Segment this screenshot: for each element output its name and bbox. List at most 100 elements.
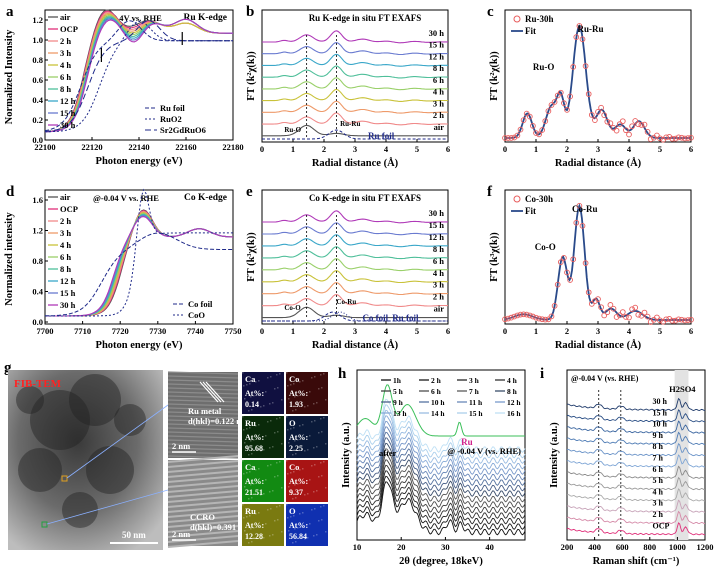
roi-link	[46, 489, 169, 525]
panel-h-ylabel: Intensity (a.u.)	[341, 422, 352, 488]
panel-i-ylabel: Intensity (a.u.)	[549, 422, 560, 488]
panel-c-data-point	[607, 120, 614, 127]
panel-e-xtick-label: 0	[260, 326, 264, 336]
panel-g-scale: 50 nm	[122, 530, 146, 540]
eds-dot	[302, 468, 304, 470]
panel-c-data-point	[554, 92, 561, 99]
panel-f-data-point	[669, 317, 676, 324]
panel-a-ytick-label: 1.2	[32, 15, 43, 25]
panel-a-letter: a	[6, 4, 14, 20]
eds-dot	[287, 473, 289, 475]
eds-element: Co	[289, 374, 299, 384]
panel-f-data-point	[588, 301, 595, 307]
panel-b-xlabel: Radial distance (Å)	[312, 157, 399, 169]
panel-f-data-point	[623, 314, 629, 320]
panel-c-xtick-label: 5	[658, 144, 662, 154]
panel-c-data-point	[601, 112, 608, 118]
panel-d-ytick-label: 1.2	[32, 226, 43, 236]
panel-f-data-point	[644, 313, 651, 320]
panel-h-legend-8: 9 h	[393, 398, 404, 407]
panel-e-reference-1	[262, 311, 448, 322]
eds-dot	[249, 427, 251, 429]
panel-e-xtick-label: 2	[322, 326, 326, 336]
panel-i-xtick-label: 800	[643, 542, 656, 552]
panel-f-data-point	[533, 314, 539, 321]
panel-i-h2so4: H2SO4	[669, 384, 696, 394]
panel-d-legend-7: 12 h	[60, 276, 76, 286]
panel-b-trace-label-5: 4 h	[433, 87, 444, 97]
panel-i-xlabel: Raman shift (cm⁻¹)	[593, 556, 680, 567]
eds-dot	[248, 454, 250, 456]
lattice-fringe	[167, 535, 239, 543]
panel-f-data-point	[511, 313, 518, 320]
eds-dot	[251, 453, 253, 455]
panel-f-data-point	[685, 317, 691, 323]
eds-dot	[279, 373, 281, 375]
panel-a-xtick-label: 22120	[81, 142, 102, 152]
eds-dot	[244, 442, 246, 444]
panel-d-xlabel: Photon energy (eV)	[96, 340, 183, 351]
eds-dot	[272, 490, 274, 492]
panel-f-data-point	[505, 315, 511, 322]
panel-f-data-point	[536, 315, 542, 322]
panel-e-trace-4	[262, 258, 448, 272]
eds-dot	[290, 472, 292, 474]
eds-dot	[277, 387, 279, 389]
panel-a-legend-5: 6 h	[60, 72, 71, 82]
eds-value: 1.93	[289, 400, 303, 409]
panel-f-label-0: Co-O	[535, 242, 556, 252]
eds-dot	[253, 483, 255, 485]
panel-e-title: Co K-edge in situ FT EXAFS	[309, 193, 421, 203]
eds-dot	[279, 461, 281, 463]
eds-map-bottom-1	[286, 460, 328, 502]
panel-c-data-point	[669, 135, 676, 142]
eds-dot	[292, 454, 294, 456]
eds-dot	[287, 385, 289, 387]
panel-c-label-0: Ru-O	[533, 62, 555, 72]
legend-swatch	[513, 15, 521, 23]
eds-dot	[290, 384, 292, 386]
panel-a-ytick-label: 0.8	[32, 55, 43, 65]
panel-c-data-point	[561, 100, 567, 106]
panel-h-legend-4: 5 h	[393, 387, 404, 396]
panel-f-xtick-label: 0	[503, 326, 507, 336]
panel-c-data-point	[592, 117, 598, 123]
panel-i-trace-11	[566, 522, 706, 536]
lattice-fringe	[167, 490, 239, 498]
panel-h-letter: h	[338, 366, 347, 382]
panel-f-xtick-label: 4	[627, 326, 632, 336]
eds-dot	[292, 498, 294, 500]
panel-c-data-point	[678, 134, 685, 141]
panel-a-ytick-label: 0.2	[32, 115, 43, 125]
eds-dot	[313, 447, 315, 449]
fringe-mark	[205, 381, 225, 403]
eds-dot	[318, 432, 320, 434]
panel-c-data-point	[595, 109, 601, 115]
panel-e-trace-label-1: 15 h	[429, 220, 445, 230]
eds-dot	[293, 515, 295, 517]
panel-f-xtick-label: 1	[534, 326, 538, 336]
panel-i-trace-7	[566, 476, 706, 491]
eds-dot	[246, 428, 248, 430]
eds-dot	[316, 490, 318, 492]
panel-f-data-point	[508, 314, 515, 321]
eds-dot	[294, 396, 296, 398]
panel-i-trace-5	[566, 454, 706, 468]
eds-element: Ca	[245, 374, 256, 384]
eds-dot	[297, 483, 299, 485]
lattice-fringe	[167, 465, 239, 473]
eds-dot	[243, 517, 245, 519]
panel-g-hr-top-scale: 2 nm	[172, 441, 190, 451]
lattice-fringe	[167, 399, 239, 403]
panel-h-trace-14	[356, 404, 526, 459]
panel-e-trace-5	[262, 270, 448, 284]
panel-h-ru-label: Ru	[461, 437, 473, 447]
eds-dot	[286, 504, 288, 506]
eds-dot	[293, 427, 295, 429]
hrtem-top	[168, 372, 238, 458]
eds-map-bottom-0	[242, 460, 284, 502]
eds-at-label: At%:	[289, 521, 308, 530]
panel-d-legend-1: OCP	[60, 204, 78, 214]
panel-b-trace-2	[262, 53, 449, 67]
eds-dot	[318, 520, 320, 522]
